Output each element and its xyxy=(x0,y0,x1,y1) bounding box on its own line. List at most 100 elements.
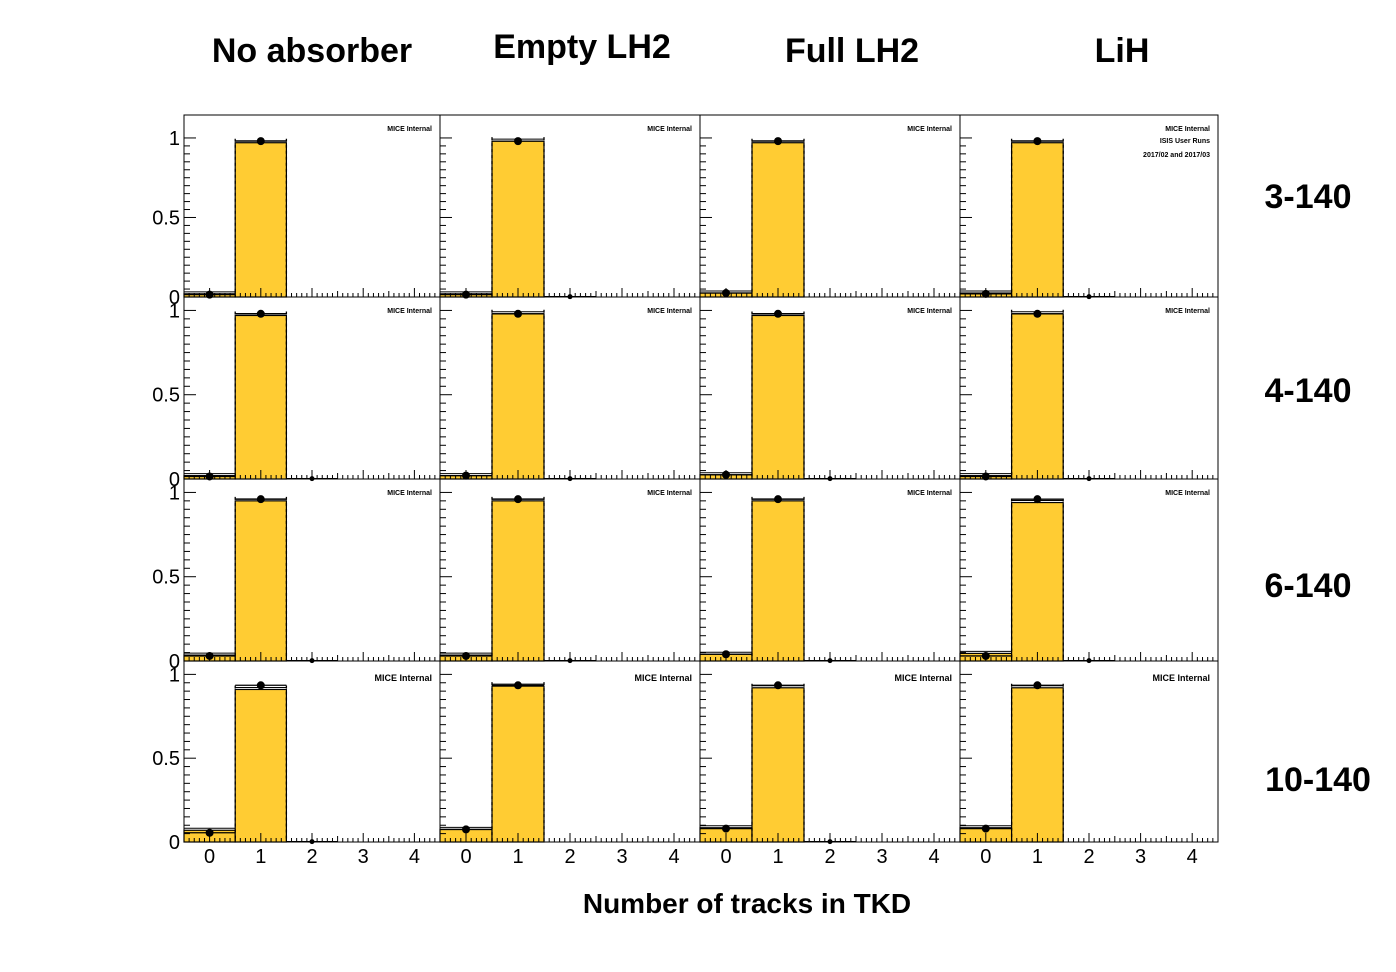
mice-internal-label: MICE Internal xyxy=(1152,673,1210,683)
x-tick-label: 0 xyxy=(204,846,215,868)
mc-bar-1 xyxy=(1010,142,1064,298)
data-point-0 xyxy=(462,825,470,834)
x-tick-label: 1 xyxy=(1032,846,1043,868)
panel-r3-c2: 0 1 2 3 4 MICE Internal xyxy=(699,660,961,868)
x-tick-label: 4 xyxy=(409,846,420,868)
panel-frame xyxy=(439,660,701,843)
mice-internal-label: MICE Internal xyxy=(387,490,432,497)
panel-frame xyxy=(699,296,961,480)
mice-internal-label: MICE Internal xyxy=(374,673,432,683)
data-point-0 xyxy=(205,828,214,837)
mc-bar-1 xyxy=(234,688,287,843)
y-tick-label: 0 xyxy=(169,287,180,309)
panel-frame xyxy=(183,114,441,298)
row-label-10-140: 10-140 xyxy=(1265,761,1371,799)
x-tick-label: 1 xyxy=(255,846,266,868)
panel-frame xyxy=(183,296,441,480)
data-point-1 xyxy=(256,309,265,318)
data-point-1 xyxy=(514,137,522,146)
panel-r1-c2: MICE Internal xyxy=(699,296,961,482)
data-point-1 xyxy=(1033,309,1042,318)
row-label-6-140: 6-140 xyxy=(1265,567,1352,605)
x-tick-label: 2 xyxy=(306,846,317,868)
panel-frame xyxy=(439,114,701,298)
mice-internal-label: MICE Internal xyxy=(647,490,692,497)
x-tick-label: 4 xyxy=(1187,846,1198,868)
x-tick-label: 3 xyxy=(358,846,369,868)
data-point-1 xyxy=(774,681,782,690)
x-tick-label: 1 xyxy=(512,846,523,868)
x-tick-label: 0 xyxy=(720,846,731,868)
panel-r3-c3: 0 1 2 3 4 MICE Internal xyxy=(959,660,1219,868)
y-tick-label: 1 xyxy=(169,300,180,322)
data-point-1 xyxy=(256,681,265,690)
mc-bar-1 xyxy=(751,142,805,298)
panel-frame xyxy=(439,296,701,480)
panel-frame xyxy=(439,478,701,662)
y-tick-label: 0.5 xyxy=(152,567,180,589)
y-tick-label: 1 xyxy=(169,664,180,686)
y-tick-label: 1 xyxy=(169,128,180,150)
data-point-1 xyxy=(256,495,265,504)
x-tick-label: 2 xyxy=(564,846,575,868)
mc-bar-1 xyxy=(234,500,287,662)
mice-internal-label: MICE Internal xyxy=(907,308,952,315)
panel-r0-c2: MICE Internal xyxy=(699,114,961,298)
mice-internal-label: MICE Internal xyxy=(907,126,952,133)
run-info-label: 2017/02 and 2017/03 xyxy=(1143,152,1210,159)
y-tick-label: 0 xyxy=(169,651,180,673)
mc-bar-1 xyxy=(491,685,545,843)
column-title-empty-lh2: Empty LH2 xyxy=(493,28,671,66)
data-point-0 xyxy=(722,824,730,833)
mc-bar-1 xyxy=(751,687,805,843)
panel-r3-c0: 0 0.5 1 0 1 2 3 4 MICE Internal xyxy=(152,660,441,868)
column-title-lih: LiH xyxy=(1095,32,1150,70)
x-tick-label: 0 xyxy=(460,846,471,868)
panel-frame xyxy=(959,660,1219,843)
panel-r2-c1: MICE Internal xyxy=(439,478,701,664)
y-tick-label: 0.5 xyxy=(152,748,180,770)
data-point-1 xyxy=(256,137,265,146)
panel-r2-c3: MICE Internal xyxy=(959,478,1219,664)
mc-bar-1 xyxy=(1010,687,1064,843)
panel-r0-c1: MICE Internal xyxy=(439,114,701,300)
panel-frame xyxy=(183,660,441,843)
mice-internal-label: MICE Internal xyxy=(1165,490,1210,497)
data-point-1 xyxy=(1033,137,1042,146)
mice-internal-label: MICE Internal xyxy=(647,308,692,315)
data-point-1 xyxy=(774,495,782,504)
column-title-full-lh2: Full LH2 xyxy=(785,32,919,70)
mice-internal-label: MICE Internal xyxy=(387,308,432,315)
row-label-3-140: 3-140 xyxy=(1265,178,1352,216)
mice-internal-label: MICE Internal xyxy=(894,673,952,683)
y-tick-label: 0 xyxy=(169,469,180,491)
data-point-1 xyxy=(514,681,522,690)
mc-bar-1 xyxy=(491,140,545,298)
run-info-label: ISIS User Runs xyxy=(1160,138,1210,145)
panel-r1-c0: 0 0.5 1 MICE Internal xyxy=(152,296,441,491)
x-axis-label: Number of tracks in TKD xyxy=(583,888,911,919)
mc-bar-1 xyxy=(234,142,287,298)
column-title-no-absorber: No absorber xyxy=(212,32,412,70)
data-point-1 xyxy=(1033,495,1042,504)
x-tick-label: 4 xyxy=(928,846,939,868)
panel-r1-c3: MICE Internal xyxy=(959,296,1219,482)
panel-r0-c0: 0 0.5 1 MICE Internal xyxy=(152,114,441,309)
x-tick-label: 2 xyxy=(824,846,835,868)
x-tick-label: 4 xyxy=(668,846,679,868)
x-tick-label: 3 xyxy=(876,846,887,868)
panel-frame xyxy=(699,114,961,298)
mc-bar-1 xyxy=(1010,501,1064,662)
y-tick-label: 0.5 xyxy=(152,207,180,229)
data-point-1 xyxy=(774,137,782,146)
panel-r2-c2: MICE Internal xyxy=(699,478,961,664)
x-tick-label: 0 xyxy=(980,846,991,868)
data-point-1 xyxy=(774,309,782,318)
panel-frame xyxy=(699,660,961,843)
mc-bar-1 xyxy=(491,500,545,662)
mice-internal-label: MICE Internal xyxy=(907,490,952,497)
mice-internal-label: MICE Internal xyxy=(634,673,692,683)
panel-r0-c3: MICE Internal ISIS User Runs 2017/02 and 2… xyxy=(959,114,1219,300)
panel-frame xyxy=(959,478,1219,662)
